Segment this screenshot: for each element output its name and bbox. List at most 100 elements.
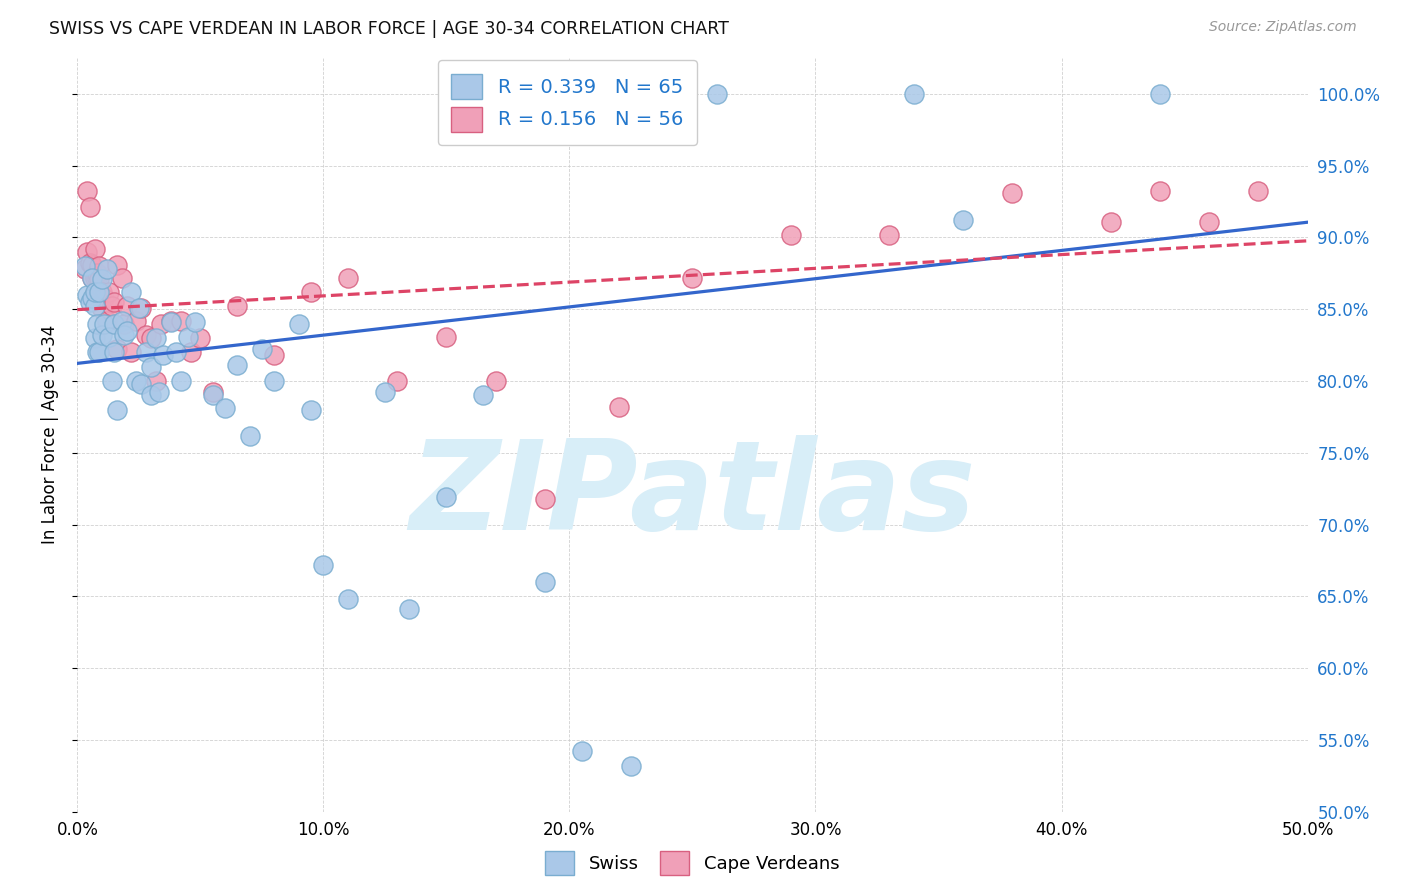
Point [952,213,974,227]
Point [1149,185,1171,199]
Point [263,348,285,362]
Legend: Swiss, Cape Verdeans: Swiss, Cape Verdeans [538,844,846,882]
Point [170,374,193,388]
Point [201,388,224,402]
Point [96,314,118,328]
Point [101,374,124,388]
Point [93,317,115,331]
Point [86,270,108,285]
Point [706,87,728,101]
Point [571,744,593,758]
Point [337,592,360,607]
Point [89,259,111,273]
Point [112,328,135,343]
Point [239,428,262,442]
Point [141,359,163,374]
Point [485,374,508,388]
Point [111,270,132,285]
Point [128,301,150,315]
Point [150,317,173,331]
Point [76,185,98,199]
Point [558,87,581,101]
Text: SWISS VS CAPE VERDEAN IN LABOR FORCE | AGE 30-34 CORRELATION CHART: SWISS VS CAPE VERDEAN IN LABOR FORCE | A… [49,20,730,37]
Point [903,87,925,101]
Point [184,315,207,329]
Point [250,343,273,357]
Point [1099,214,1122,228]
Point [288,317,311,331]
Point [103,295,125,310]
Point [105,343,128,357]
Point [374,385,396,400]
Point [125,374,148,388]
Point [152,348,174,362]
Point [83,331,105,345]
Point [79,295,101,310]
Point [141,388,163,402]
Point [1198,214,1220,228]
Point [398,602,420,616]
Point [141,331,163,345]
Point [86,266,108,280]
Point [263,374,285,388]
Point [620,758,643,772]
Point [387,374,409,388]
Point [76,288,98,302]
Text: ZIPatlas: ZIPatlas [409,434,976,556]
Point [105,258,128,272]
Point [1247,185,1270,199]
Point [436,491,458,505]
Point [79,256,101,270]
Point [160,314,183,328]
Point [101,299,124,313]
Point [82,270,104,285]
Point [121,345,143,359]
Point [125,314,148,328]
Point [73,259,96,273]
Point [82,291,104,305]
Point [170,314,193,328]
Point [89,272,111,286]
Point [472,388,495,402]
Point [90,328,114,343]
Point [93,291,115,305]
Point [86,285,108,299]
Point [165,345,187,359]
Point [121,285,143,299]
Point [112,317,135,331]
Point [312,558,335,572]
Point [115,324,138,338]
Text: Source: ZipAtlas.com: Source: ZipAtlas.com [1209,20,1357,34]
Point [111,314,132,328]
Point [83,242,105,256]
Point [145,374,167,388]
Point [135,328,157,343]
Point [780,227,803,242]
Point [214,401,236,416]
Point [657,87,679,101]
Point [103,317,125,331]
Point [879,227,901,242]
Point [436,329,458,343]
Point [76,244,98,259]
Point [180,345,202,359]
Point [299,285,322,299]
Point [131,301,153,315]
Point [90,272,114,286]
Point [337,270,360,285]
Point [509,87,531,101]
Point [90,302,114,317]
Point [145,331,167,345]
Point [131,376,153,391]
Point [607,400,630,414]
Point [98,329,121,343]
Point [105,402,128,417]
Point [83,285,105,299]
Y-axis label: In Labor Force | Age 30-34: In Labor Force | Age 30-34 [41,326,59,544]
Point [177,329,200,343]
Point [73,262,96,277]
Point [1001,186,1024,200]
Point [79,200,101,214]
Point [682,270,704,285]
Point [299,402,322,417]
